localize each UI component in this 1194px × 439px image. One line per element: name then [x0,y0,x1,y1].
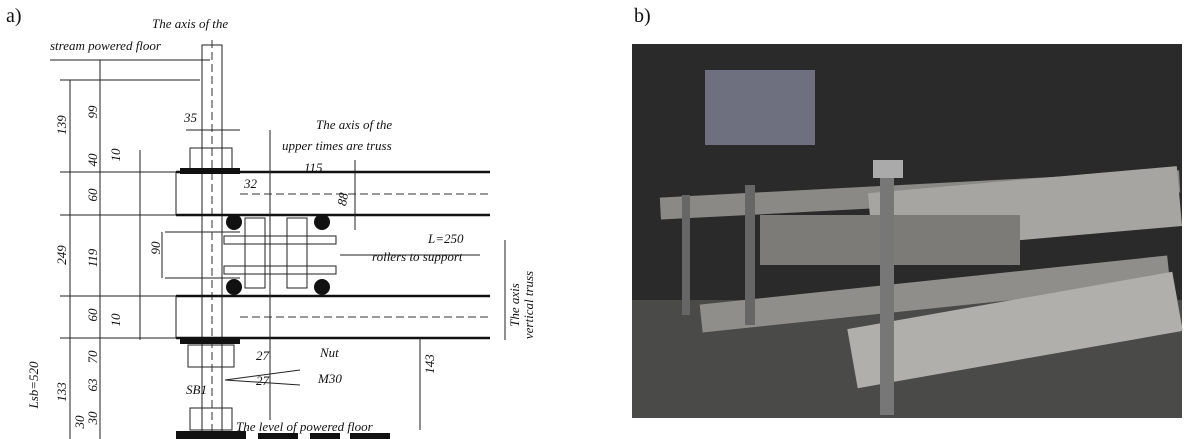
annotation: The axis of the [316,117,392,132]
photo [632,44,1183,418]
annotation: 27 [256,348,270,363]
annotation: 60 [85,188,100,202]
annotation: L=250 [427,231,464,246]
annotation: 119 [85,248,100,267]
annotation: 30 [72,415,87,430]
annotation: 35 [183,110,198,125]
annotation: upper times are truss [282,138,392,153]
annotation: M30 [317,371,342,386]
drawing [50,40,506,439]
annotation: 32 [243,176,258,191]
annotation: 40 [85,153,100,167]
annotation: Lsb=520 [26,361,41,410]
annotation: vertical truss [521,271,536,339]
annotation: 143 [422,354,437,374]
annotation: 63 [85,378,100,392]
annotations: The axis of the stream powered floor 139 99… [26,16,536,434]
panel-label: b) [634,5,651,27]
annotation: rollers to support [372,249,463,264]
annotation: 133 [54,382,69,402]
annotation: SB1 [186,382,207,397]
annotation: The level of powered floor [236,419,374,434]
annotation: 88 [334,191,351,207]
annotation: stream powered floor [50,38,162,53]
annotation: 249 [54,245,69,265]
annotation: 90 [148,241,163,255]
annotation: 139 [54,115,69,135]
annotation: The axis [507,283,522,327]
annotation: 60 [85,308,100,322]
annotation: 10 [108,148,123,162]
panel-label: a) [6,5,22,27]
annotation: 115 [304,160,323,175]
annotation: Nut [319,345,339,360]
annotation: 70 [85,350,100,364]
annotation: 99 [85,105,100,119]
annotation: 10 [108,313,123,327]
annotation: 30 [85,411,100,426]
annotation: The axis of the [152,16,228,31]
annotation: 27 [256,373,270,388]
